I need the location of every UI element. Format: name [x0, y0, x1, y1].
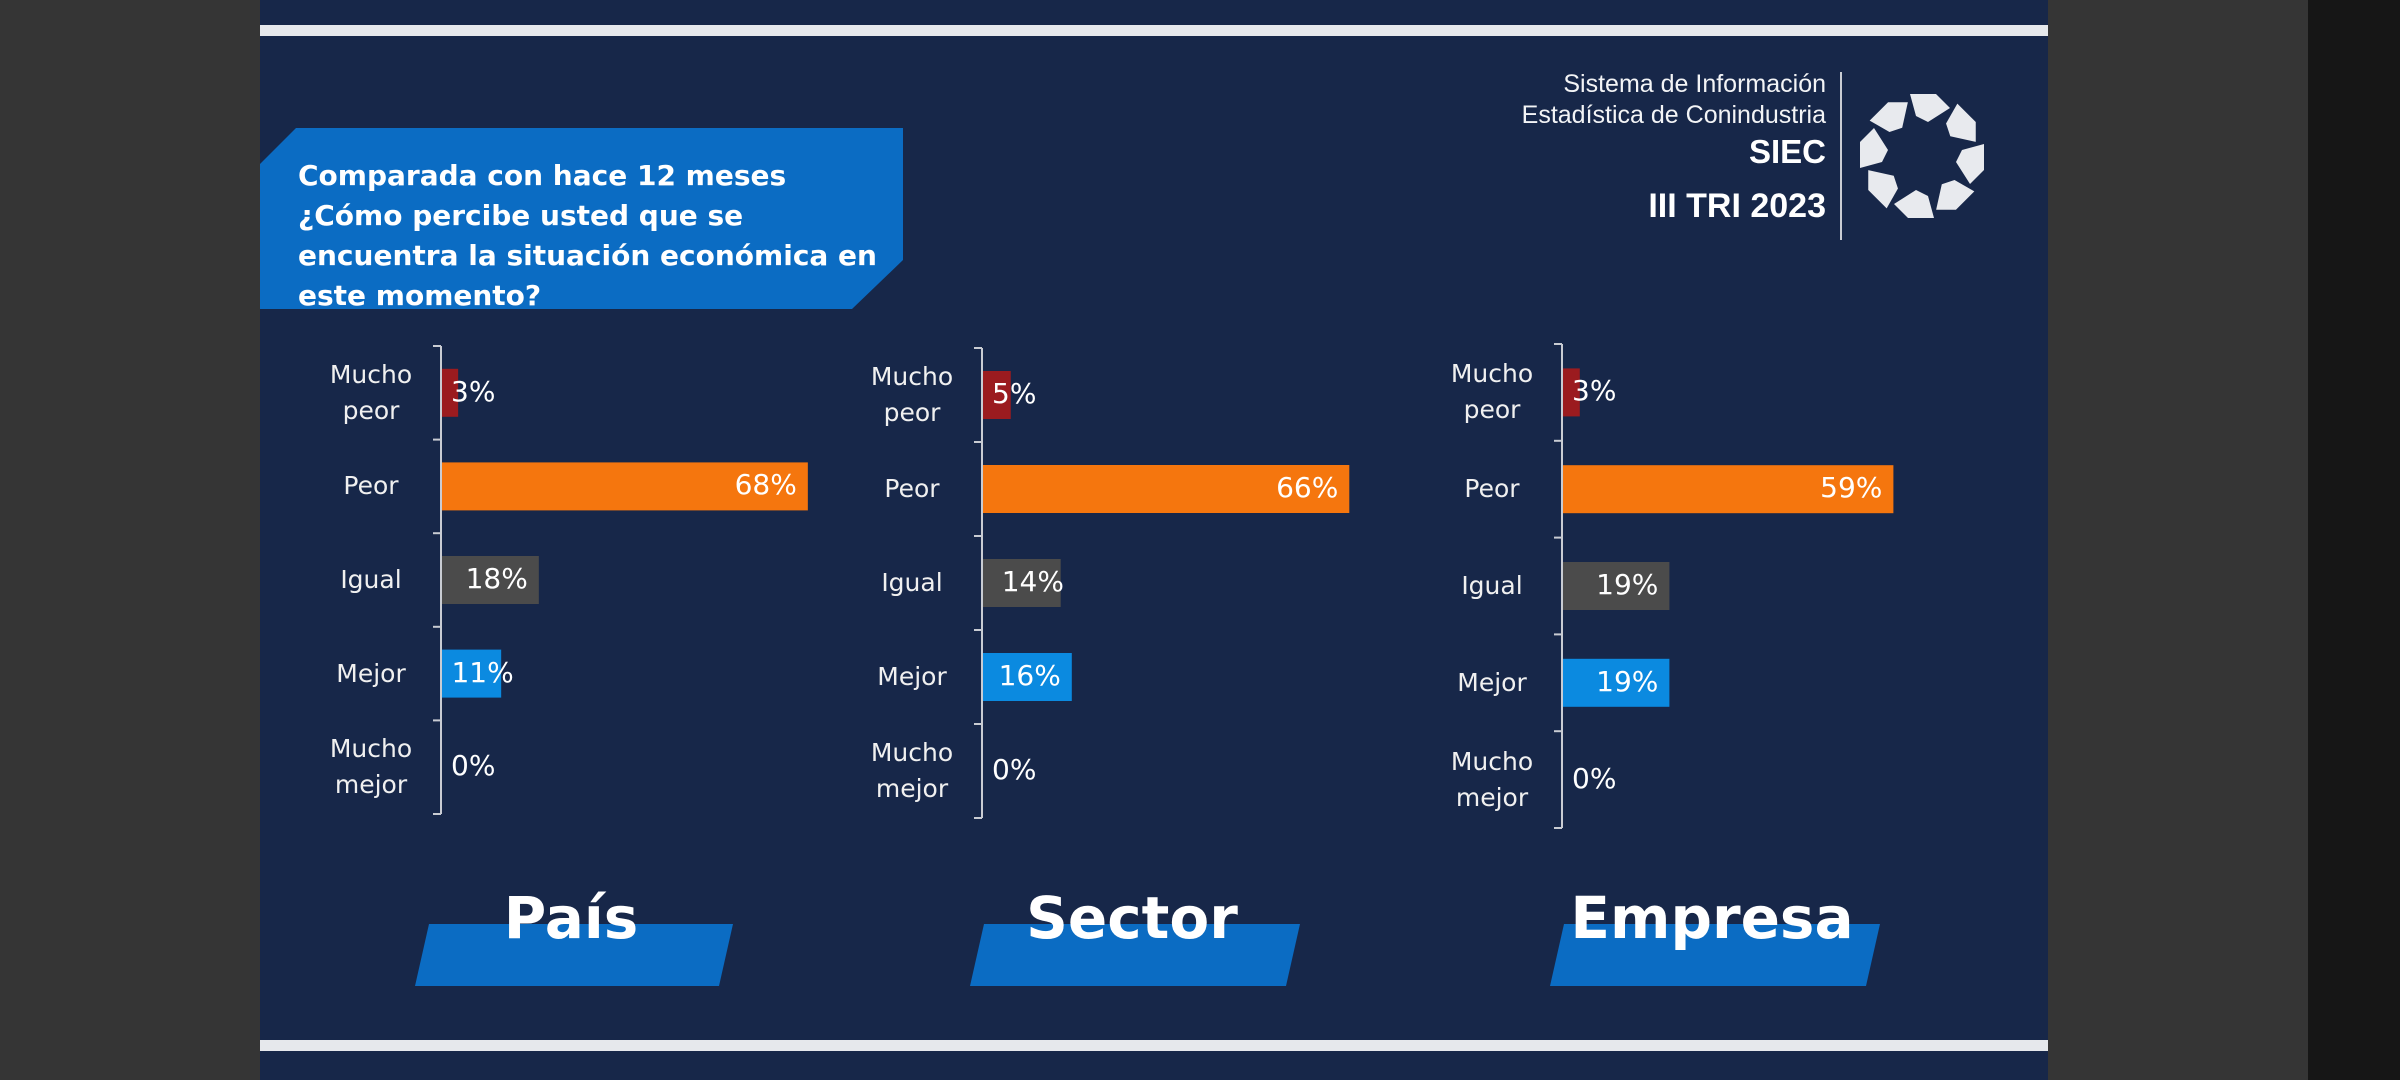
value-label: 66%	[1276, 471, 1339, 504]
question-box: Comparada con hace 12 meses ¿Cómo percib…	[260, 128, 903, 309]
panel-label-band	[1550, 924, 1880, 986]
bar-mucho-peor	[442, 368, 459, 417]
value-label: 3%	[1572, 374, 1617, 408]
category-label: Mucho peor	[329, 359, 413, 425]
value-label: 59%	[1820, 471, 1883, 505]
bar-peor	[442, 462, 808, 511]
question-text: Comparada con hace 12 meses ¿Cómo percib…	[298, 159, 877, 312]
category-label: Mucho mejor	[1450, 746, 1534, 812]
category-label: Peor	[343, 471, 399, 501]
value-label: 5%	[992, 377, 1037, 410]
panel-label-band	[415, 924, 733, 986]
brand-line2: Estadística de Conindustria	[1521, 101, 1826, 129]
category-label: Mucho mejor	[870, 738, 954, 803]
bar-igual	[442, 556, 539, 604]
category-label: Mejor	[336, 658, 406, 688]
value-label: 0%	[1572, 761, 1617, 795]
brand-line1: Sistema de Información	[1563, 70, 1826, 98]
bottom-divider	[260, 1040, 2048, 1051]
chart-svg	[1554, 343, 1894, 829]
value-label: 19%	[1596, 664, 1659, 698]
bar-igual	[1563, 562, 1670, 610]
category-label: Peor	[1464, 474, 1520, 504]
bar-mejor	[1563, 658, 1670, 707]
panel-label: País	[503, 884, 639, 952]
siec-logo-icon	[1860, 94, 1984, 218]
value-label: 18%	[465, 562, 528, 595]
bar-mejor	[983, 653, 1072, 701]
category-label: Mejor	[877, 662, 947, 691]
value-label: 19%	[1596, 568, 1659, 601]
brand-acronym: SIEC	[1748, 133, 1826, 170]
value-label: 16%	[998, 659, 1061, 692]
brand-divider	[1840, 72, 1842, 240]
category-label: Mejor	[1457, 667, 1527, 697]
value-label: 3%	[451, 374, 496, 408]
top-divider	[260, 25, 2048, 36]
panel-label: Empresa	[1570, 884, 1854, 952]
bar-mucho-peor	[1563, 368, 1580, 417]
category-label: Mucho peor	[1450, 359, 1534, 425]
category-label: Igual	[1461, 571, 1523, 600]
panel-label-band	[970, 924, 1300, 986]
slide: Comparada con hace 12 meses ¿Cómo percib…	[260, 0, 2048, 1080]
category-label: Mucho peor	[870, 362, 954, 427]
category-label: Mucho mejor	[329, 734, 413, 800]
value-label: 11%	[451, 655, 514, 689]
bar-igual	[983, 559, 1061, 607]
bar-mejor	[442, 649, 502, 698]
brand-period: III TRI 2023	[1648, 187, 1826, 225]
value-label: 0%	[992, 753, 1037, 786]
value-label: 0%	[451, 749, 496, 783]
value-label: 14%	[1001, 565, 1064, 598]
right-gutter	[2308, 0, 2400, 1080]
chart-svg	[433, 345, 808, 815]
bar-mucho-peor	[983, 371, 1011, 419]
panel-label: Sector	[1026, 884, 1238, 952]
bar-peor	[983, 465, 1350, 513]
category-label: Igual	[881, 568, 943, 597]
category-label: Peor	[884, 474, 940, 503]
chart-svg	[974, 347, 1350, 819]
category-label: Igual	[340, 565, 402, 594]
bar-peor	[1563, 465, 1894, 514]
value-label: 68%	[734, 468, 797, 502]
